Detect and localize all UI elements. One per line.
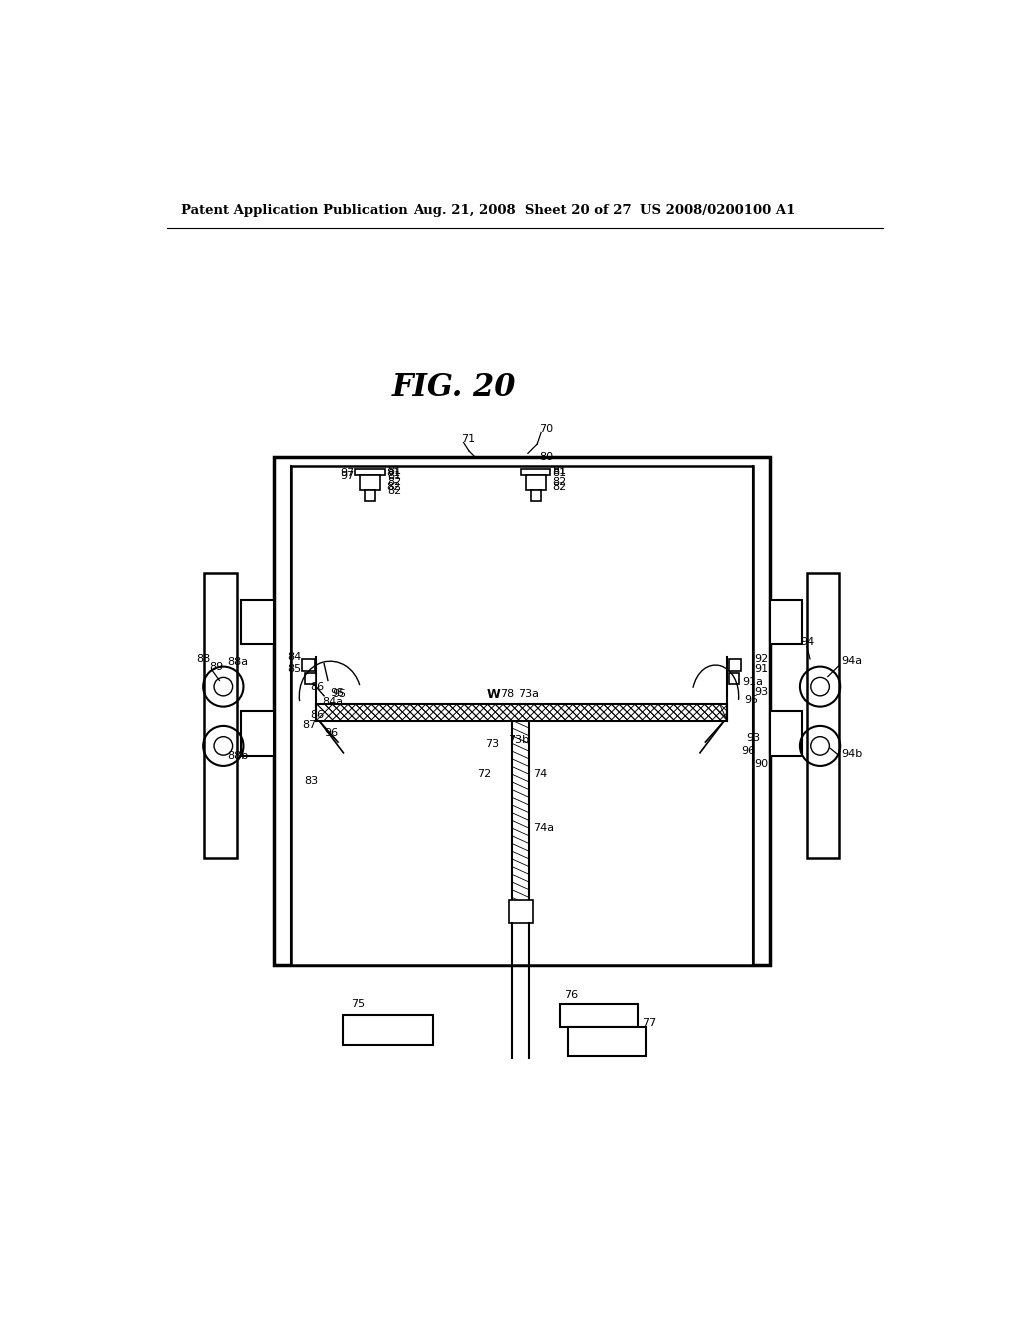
Text: 92: 92 bbox=[755, 653, 768, 664]
Text: 82: 82 bbox=[552, 482, 566, 492]
Text: 96: 96 bbox=[741, 746, 755, 756]
Text: 73b: 73b bbox=[509, 735, 529, 744]
Text: 81: 81 bbox=[553, 466, 567, 477]
Text: 80: 80 bbox=[540, 453, 554, 462]
Bar bbox=[366, 490, 375, 502]
Bar bbox=[305, 673, 316, 684]
Bar bbox=[521, 469, 550, 475]
Text: 70: 70 bbox=[539, 425, 553, 434]
Bar bbox=[770, 599, 802, 644]
Text: 78: 78 bbox=[500, 689, 514, 700]
Text: 72: 72 bbox=[477, 770, 492, 779]
Text: 74a: 74a bbox=[534, 824, 554, 833]
Text: 82: 82 bbox=[387, 477, 401, 487]
Bar bbox=[509, 900, 534, 923]
Text: FIG. 20: FIG. 20 bbox=[391, 372, 516, 404]
Text: 77: 77 bbox=[642, 1018, 656, 1028]
Bar bbox=[729, 659, 741, 672]
Text: Aug. 21, 2008  Sheet 20 of 27: Aug. 21, 2008 Sheet 20 of 27 bbox=[414, 205, 632, 218]
Bar bbox=[302, 659, 314, 672]
Text: 97: 97 bbox=[340, 467, 354, 478]
Text: 94: 94 bbox=[801, 638, 815, 647]
Bar bbox=[241, 599, 273, 644]
Bar bbox=[241, 711, 273, 756]
Bar bbox=[560, 1003, 638, 1027]
Text: 97: 97 bbox=[340, 471, 354, 480]
Text: 94a: 94a bbox=[841, 656, 862, 667]
Text: 73: 73 bbox=[485, 739, 500, 748]
Text: 81: 81 bbox=[552, 467, 566, 478]
Text: 74: 74 bbox=[534, 770, 548, 779]
Text: 95: 95 bbox=[332, 689, 346, 700]
Text: 75: 75 bbox=[351, 999, 366, 1008]
Text: 71: 71 bbox=[461, 434, 475, 445]
Text: 88: 88 bbox=[197, 653, 211, 664]
Text: 89: 89 bbox=[209, 661, 223, 672]
Bar bbox=[204, 573, 237, 858]
Text: 82: 82 bbox=[553, 477, 567, 487]
Text: 96: 96 bbox=[324, 727, 338, 738]
Bar bbox=[807, 573, 840, 858]
Text: 93: 93 bbox=[755, 686, 768, 697]
Bar bbox=[525, 475, 546, 490]
Bar bbox=[729, 673, 739, 684]
Text: 91a: 91a bbox=[742, 677, 764, 686]
Text: 95: 95 bbox=[744, 694, 758, 705]
Bar bbox=[355, 469, 385, 475]
Text: 88b: 88b bbox=[227, 751, 249, 760]
Text: 86: 86 bbox=[310, 681, 325, 692]
Bar bbox=[359, 475, 380, 490]
Text: 73a: 73a bbox=[518, 689, 539, 700]
Bar bbox=[291, 466, 753, 965]
Text: 95: 95 bbox=[331, 688, 344, 698]
Bar bbox=[343, 1015, 432, 1044]
Text: 86: 86 bbox=[310, 710, 325, 721]
Text: US 2008/0200100 A1: US 2008/0200100 A1 bbox=[640, 205, 795, 218]
Text: 82: 82 bbox=[386, 482, 400, 492]
Text: W: W bbox=[486, 688, 501, 701]
Text: 76: 76 bbox=[564, 990, 579, 999]
Text: 85: 85 bbox=[287, 664, 301, 675]
Text: 88a: 88a bbox=[227, 657, 249, 667]
Bar bbox=[273, 457, 770, 965]
Text: 81: 81 bbox=[387, 466, 401, 477]
Bar bbox=[531, 490, 541, 502]
Text: 81: 81 bbox=[387, 471, 401, 480]
Text: 91: 91 bbox=[755, 664, 768, 675]
Text: 84: 84 bbox=[287, 652, 301, 663]
Text: 84a: 84a bbox=[323, 697, 344, 708]
Text: 93: 93 bbox=[746, 733, 761, 743]
Bar bbox=[316, 704, 727, 721]
Text: 83: 83 bbox=[305, 776, 318, 785]
Text: 82: 82 bbox=[387, 486, 401, 496]
Bar bbox=[568, 1027, 646, 1056]
Text: 81: 81 bbox=[386, 467, 400, 478]
Text: 87: 87 bbox=[302, 721, 316, 730]
Text: Patent Application Publication: Patent Application Publication bbox=[180, 205, 408, 218]
Text: 90: 90 bbox=[755, 759, 768, 768]
Bar bbox=[770, 711, 802, 756]
Text: 94b: 94b bbox=[841, 748, 862, 759]
